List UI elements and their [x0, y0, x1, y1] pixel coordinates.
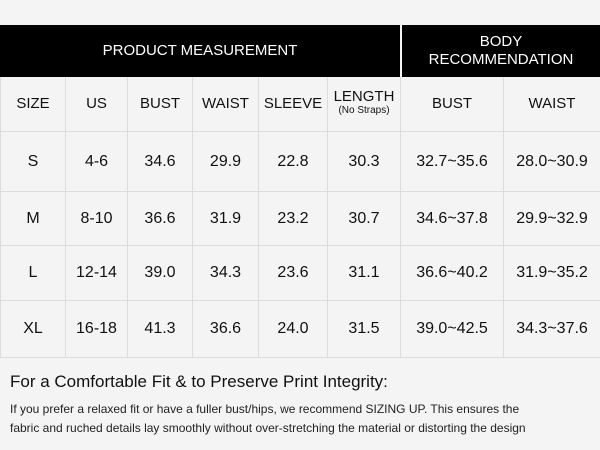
table-cell: 8-10	[65, 192, 127, 246]
size-cell: XL	[0, 301, 65, 358]
table-cell: 23.2	[258, 192, 327, 246]
column-header: BUST	[127, 77, 192, 132]
table-cell: 36.6	[192, 301, 258, 358]
recommendation-band: BODY RECOMMENDATION	[402, 25, 600, 77]
column-label: WAIST	[528, 95, 576, 112]
column-header: WAIST	[192, 77, 258, 132]
size-cell: M	[0, 192, 65, 246]
table-cell: 31.1	[327, 246, 400, 301]
column-label: US	[86, 95, 107, 112]
table-cell: 29.9~32.9	[503, 192, 600, 246]
table-cell: 16-18	[65, 301, 127, 358]
column-header: US	[65, 77, 127, 132]
table-cell: 34.3	[192, 246, 258, 301]
table-cell: 32.7~35.6	[400, 132, 503, 192]
column-label: SLEEVE	[263, 95, 323, 112]
column-header: LENGTH (No Straps)	[327, 77, 400, 132]
table-cell: 24.0	[258, 301, 327, 358]
column-header: SLEEVE	[258, 77, 327, 132]
footer-line: If you prefer a relaxed fit or have a fu…	[10, 402, 520, 416]
footer-line: fabric and ruched details lay smoothly w…	[10, 421, 526, 435]
table-cell: 34.6	[127, 132, 192, 192]
table-cell: 22.8	[258, 132, 327, 192]
table-cell: 41.3	[127, 301, 192, 358]
table-cell: 31.5	[327, 301, 400, 358]
table-cell: 31.9~35.2	[503, 246, 600, 301]
table-cell: 31.9	[192, 192, 258, 246]
column-header: WAIST	[503, 77, 600, 132]
table-cell: 29.9	[192, 132, 258, 192]
size-cell: L	[0, 246, 65, 301]
column-note: (No Straps)	[338, 105, 390, 116]
table-cell: 30.3	[327, 132, 400, 192]
table-cell: 34.6~37.8	[400, 192, 503, 246]
column-label: SIZE	[16, 95, 50, 112]
table-cell: 30.7	[327, 192, 400, 246]
table-cell: 28.0~30.9	[503, 132, 600, 192]
column-header: BUST	[400, 77, 503, 132]
table-cell: 12-14	[65, 246, 127, 301]
size-cell: S	[0, 132, 65, 192]
table-cell: 34.3~37.6	[503, 301, 600, 358]
column-label: BUST	[431, 95, 472, 112]
table-cell: 39.0	[127, 246, 192, 301]
table-cell: 36.6~40.2	[400, 246, 503, 301]
footer-heading: For a Comfortable Fit & to Preserve Prin…	[10, 372, 388, 391]
table-cell: 4-6	[65, 132, 127, 192]
column-label: BUST	[139, 95, 180, 112]
measurement-title: PRODUCT MEASUREMENT	[102, 42, 298, 59]
column-label: LENGTH	[333, 88, 395, 105]
table-cell: 39.0~42.5	[400, 301, 503, 358]
column-header: SIZE	[0, 77, 65, 132]
column-label: WAIST	[202, 95, 249, 112]
recommendation-title: BODY	[479, 33, 523, 50]
measurement-band: PRODUCT MEASUREMENT	[0, 25, 400, 77]
table-cell: 36.6	[127, 192, 192, 246]
recommendation-title: RECOMMENDATION	[428, 51, 574, 68]
table-cell: 23.6	[258, 246, 327, 301]
